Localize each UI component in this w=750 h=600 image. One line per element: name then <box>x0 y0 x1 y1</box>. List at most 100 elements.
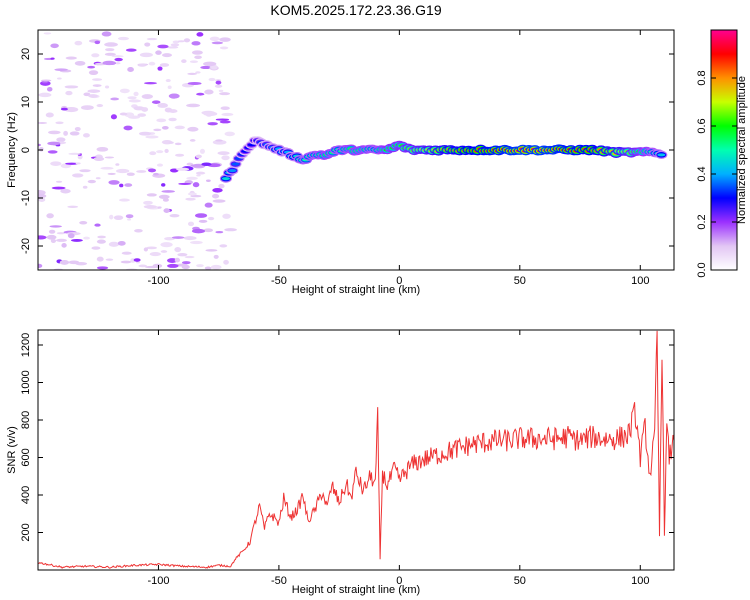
spectrogram-noise-cell <box>38 147 44 152</box>
spectrogram-noise-cell <box>113 215 124 221</box>
spectrogram-noise-cell <box>61 243 67 248</box>
spectrogram-noise-cell <box>48 130 61 135</box>
spectrogram-noise-cell <box>167 85 172 90</box>
spectrogram-noise-cell <box>185 197 196 201</box>
spectrogram-noise-cell <box>144 42 151 47</box>
spectrogram-noise-cell <box>108 241 120 247</box>
spectrogram-noise-cell <box>153 172 159 176</box>
spectrogram-noise-cell <box>96 256 104 262</box>
spectrogram-noise-cell <box>212 193 220 199</box>
spectrogram-noise-cell <box>203 228 213 233</box>
spectrogram-noise-cell <box>181 261 191 265</box>
snr-series-line <box>38 330 674 569</box>
spectrogram-noise-cell <box>146 193 157 197</box>
spectrogram-noise-cell <box>187 221 195 227</box>
spectrogram-noise-cell <box>196 32 204 37</box>
spectrogram-noise-cell <box>111 55 124 58</box>
spectrogram-noise-cell <box>196 92 205 96</box>
spectrogram-noise-cell <box>187 192 197 196</box>
spectrogram-noise-cell <box>74 40 83 46</box>
spectrogram-noise-cell <box>218 183 225 189</box>
spectrogram-noise-cell <box>212 199 226 203</box>
spectrogram-noise-cell <box>65 56 77 60</box>
spectrogram-noise-cell <box>102 60 116 66</box>
colorbar-tick-label: 0.0 <box>696 262 708 277</box>
spectrogram-noise-cell <box>70 238 83 242</box>
spectrogram-noise-cell <box>46 213 54 219</box>
spectrogram-noise-cell <box>177 40 185 43</box>
x-tick-label: -50 <box>271 275 287 287</box>
colorbar: 0.0 0.2 0.4 0.6 0.8 Normalized spectral ampl… <box>696 29 748 278</box>
spectrogram-noise-cell <box>60 188 71 194</box>
colorbar-ticks: 0.0 0.2 0.4 0.6 0.8 <box>696 70 737 278</box>
spectrogram-noise-cell <box>60 107 68 111</box>
spectrogram-noise-cell <box>195 213 208 218</box>
spectrogram-noise-cell <box>80 105 94 110</box>
spectrogram-noise-cell <box>92 84 102 87</box>
spectrogram-noise-cell <box>224 131 235 137</box>
spectrogram-noise-cell <box>190 164 204 167</box>
spectrogram-noise-cell <box>139 131 152 136</box>
spectrogram-noise-cell <box>94 40 101 45</box>
spectrogram-noise-cell <box>127 218 132 221</box>
spectrogram-noise-cell <box>204 202 213 208</box>
spectrogram-noise-cell <box>136 170 147 173</box>
spectrogram-noise-cell <box>215 230 224 234</box>
spectrogram-noise-cell <box>224 228 237 232</box>
spectrogram-noise-cell <box>219 120 231 124</box>
spectrogram-noise-cell <box>164 107 173 113</box>
spectrogram-noise-cell <box>79 169 91 173</box>
spectrogram-noise-cell <box>93 156 105 162</box>
spectrogram-noise-cell <box>171 236 185 239</box>
spectrogram-noise-cell <box>104 156 115 159</box>
spectrogram-noise-cell <box>158 194 170 199</box>
snr-x-axis-label: Height of straight line (km) <box>292 584 420 596</box>
spectrogram-noise-cell <box>50 57 55 60</box>
spectrogram-noise-cell <box>133 91 139 97</box>
spectrogram-noise-cell <box>125 48 137 52</box>
spectrogram-noise-cell <box>114 57 123 62</box>
spectrogram-noise-cell <box>104 85 110 89</box>
spectrogram-noise-cell <box>133 258 141 262</box>
y-tick-label: 800 <box>20 411 32 429</box>
spectrogram-noise-cell <box>94 223 101 227</box>
x-tick-label: 0 <box>396 275 402 287</box>
spectrogram-noise-cell <box>38 143 41 147</box>
spectrogram-noise-cell <box>160 250 168 253</box>
spectrogram-noise-cell <box>212 187 223 193</box>
spectrogram-noise-cell <box>184 255 195 259</box>
spectrogram-noise-cell <box>196 174 201 177</box>
spectrogram-noise-cell <box>221 155 230 161</box>
spectrogram-noise-cell <box>109 214 114 220</box>
spectrogram-noise-cell <box>153 128 162 132</box>
spectrogram-noise-cell <box>64 85 79 89</box>
spectrogram-noise-cell <box>206 179 211 182</box>
spectrogram-noise-cell <box>160 242 173 248</box>
spectrogram-noise-cell <box>157 66 163 71</box>
spectrogram-noise-cell <box>175 153 185 157</box>
spectrogram-noise-cell <box>210 264 222 270</box>
spectrogram-noise-cell <box>220 106 230 110</box>
spectrogram-noise-cell <box>149 252 161 257</box>
spectrogram-noise-cell <box>54 68 68 71</box>
spectrogram-noise-cell <box>68 260 80 265</box>
spectrogram-noise-cell <box>63 130 68 136</box>
spectrogram-noise-cell <box>46 87 53 92</box>
spectrogram-noise-cell <box>91 53 100 58</box>
x-tick-label: -100 <box>147 575 169 587</box>
spectrogram-noise-cell <box>198 219 208 223</box>
spectrogram-noise-cell <box>222 213 231 219</box>
spectrogram-noise-cell <box>65 162 79 165</box>
spectrogram-noise-cell <box>195 71 201 74</box>
spectrogram-noise-cell <box>200 65 212 70</box>
spectrogram-noise-cell <box>124 183 133 187</box>
spectrogram-x-ticks: -100 -50 0 50 100 <box>147 30 649 287</box>
spectrogram-noise-cell <box>149 151 157 156</box>
spectrogram-noise-cell <box>123 125 133 131</box>
spectrogram-noise-cell <box>67 233 75 239</box>
spectrogram-noise-cell <box>92 78 103 81</box>
spectrogram-noise-cell <box>183 236 197 241</box>
spectrogram-noise-cell <box>143 200 153 205</box>
spectrogram-noise-cell <box>174 246 182 253</box>
spectrogram-noise-cell <box>67 205 79 208</box>
